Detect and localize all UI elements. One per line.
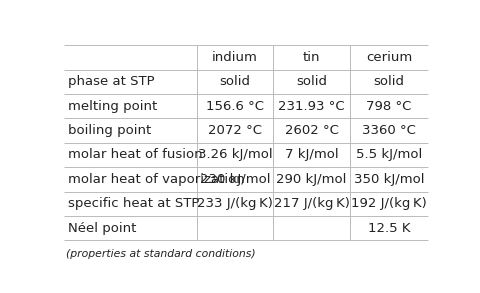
Text: 230 kJ/mol: 230 kJ/mol [200, 173, 270, 186]
Text: melting point: melting point [68, 100, 157, 113]
Text: 192 J/(kg K): 192 J/(kg K) [351, 197, 427, 210]
Text: 231.93 °C: 231.93 °C [278, 100, 345, 113]
Text: 290 kJ/mol: 290 kJ/mol [276, 173, 347, 186]
Text: 233 J/(kg K): 233 J/(kg K) [197, 197, 273, 210]
Text: 217 J/(kg K): 217 J/(kg K) [274, 197, 349, 210]
Text: 350 kJ/mol: 350 kJ/mol [354, 173, 424, 186]
Text: 2602 °C: 2602 °C [285, 124, 338, 137]
Text: (properties at standard conditions): (properties at standard conditions) [66, 249, 255, 259]
Text: 156.6 °C: 156.6 °C [206, 100, 264, 113]
Text: indium: indium [212, 51, 258, 64]
Text: solid: solid [219, 75, 251, 88]
Text: specific heat at STP: specific heat at STP [68, 197, 200, 210]
Text: boiling point: boiling point [68, 124, 151, 137]
Text: 3360 °C: 3360 °C [362, 124, 416, 137]
Text: phase at STP: phase at STP [68, 75, 155, 88]
Text: 12.5 K: 12.5 K [368, 222, 410, 235]
Text: solid: solid [296, 75, 327, 88]
Text: molar heat of fusion: molar heat of fusion [68, 149, 203, 161]
Text: 5.5 kJ/mol: 5.5 kJ/mol [356, 149, 422, 161]
Text: solid: solid [373, 75, 405, 88]
Text: Néel point: Néel point [68, 222, 136, 235]
Text: molar heat of vaporization: molar heat of vaporization [68, 173, 245, 186]
Text: cerium: cerium [366, 51, 412, 64]
Text: 798 °C: 798 °C [366, 100, 412, 113]
Text: 2072 °C: 2072 °C [208, 124, 262, 137]
Text: tin: tin [303, 51, 320, 64]
Text: 7 kJ/mol: 7 kJ/mol [285, 149, 338, 161]
Text: 3.26 kJ/mol: 3.26 kJ/mol [198, 149, 272, 161]
